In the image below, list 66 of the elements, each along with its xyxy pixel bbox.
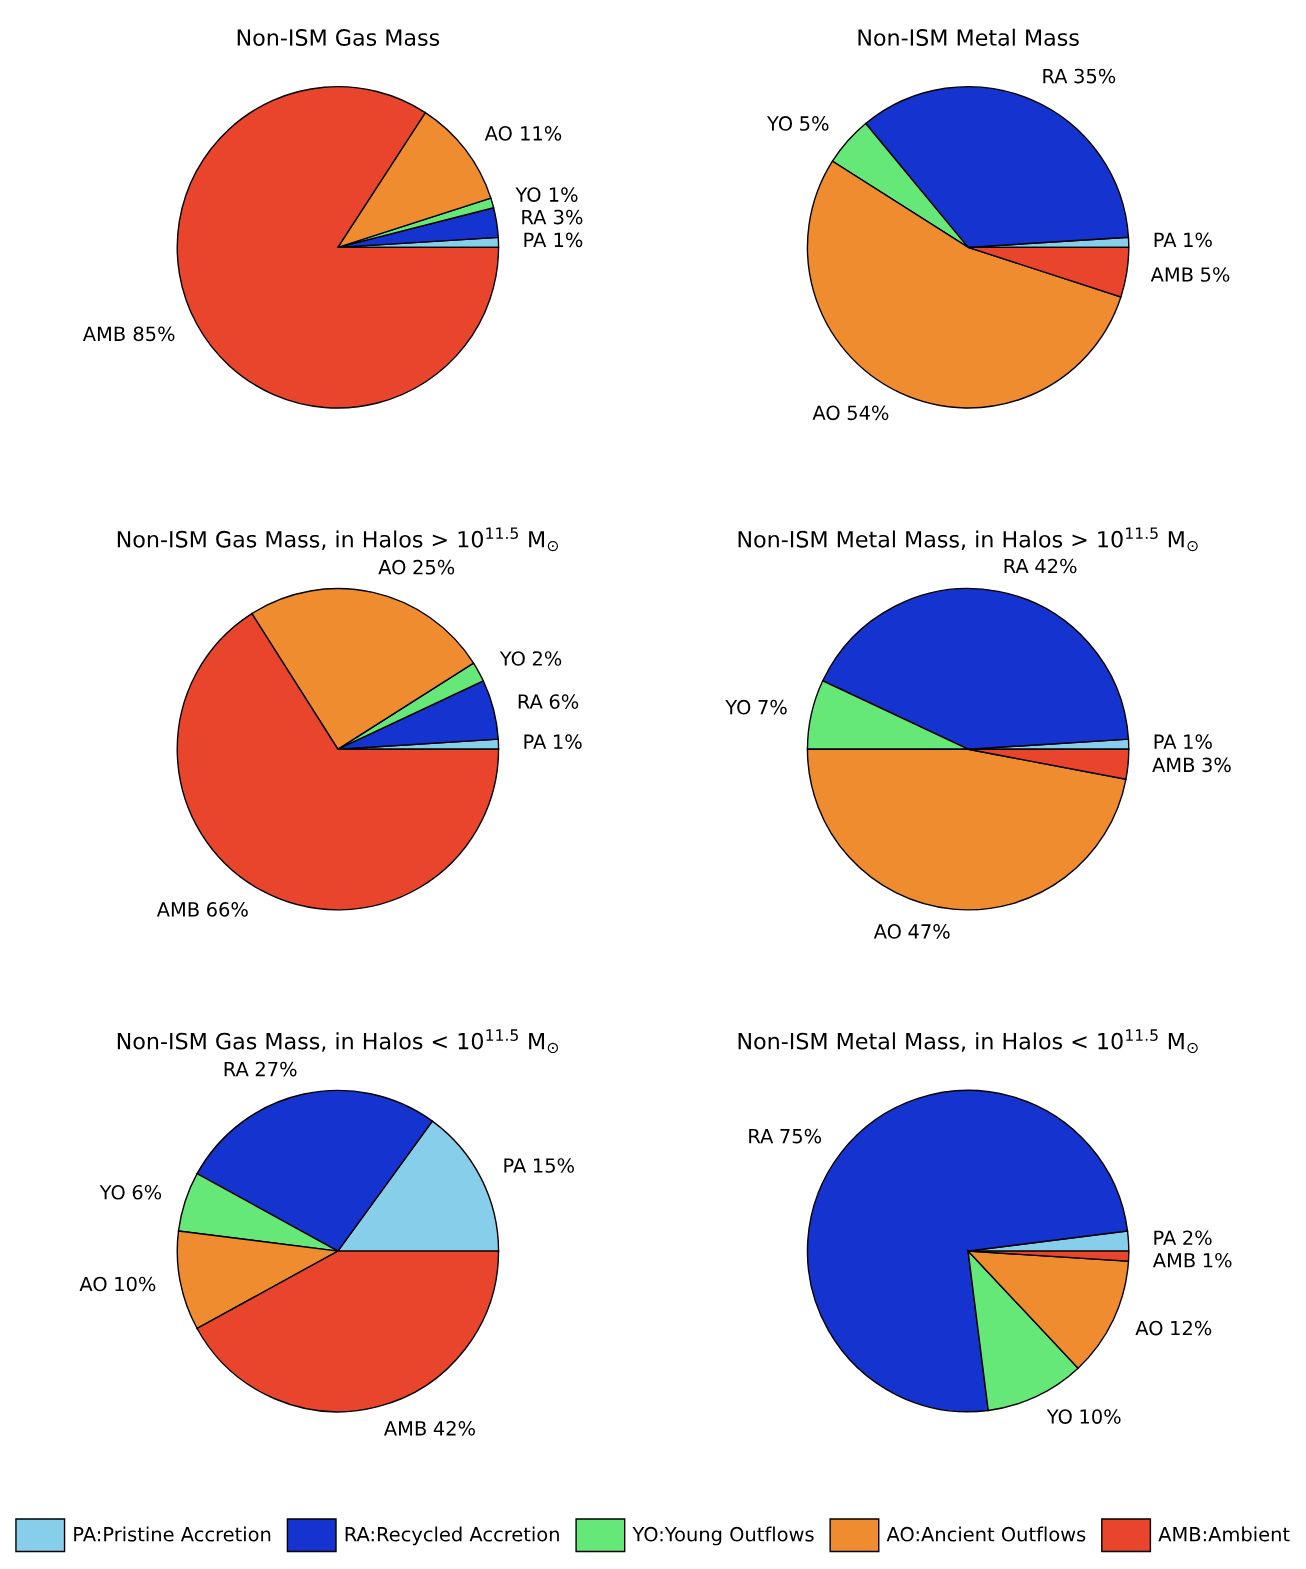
chart-title: Non-ISM Gas Mass, in Halos < 10$^{11.5}$ M$_{⊙}$ [117, 1029, 558, 1054]
data-label: 75% [780, 1128, 822, 1144]
slice-label: PA [1154, 1230, 1177, 1245]
data-label: 7% [758, 699, 787, 715]
slice-label: AMB [1152, 757, 1195, 772]
data-label: 1% [1184, 734, 1212, 750]
slice-label: PA [1154, 232, 1177, 247]
data-label: 27% [255, 1061, 297, 1077]
legend-label: AMB:Ambient [1158, 1526, 1290, 1542]
legend-label: AO:Ancient Outflows [886, 1526, 1086, 1542]
data-label: PA 1% [524, 232, 583, 248]
data-label: 1% [1203, 1252, 1232, 1268]
slice-label: YO [766, 116, 793, 131]
slice-label: PA [504, 1158, 527, 1173]
slice-label: RA [224, 1061, 249, 1077]
data-label: 2% [532, 651, 562, 666]
slice-label: RA [1004, 558, 1029, 574]
slice-label: AO [79, 1276, 107, 1292]
legend-label: PA:Pristine Accretion [74, 1526, 271, 1542]
data-label: 35% [1074, 68, 1116, 84]
slice-label: AMB [383, 1421, 426, 1436]
data-label: 5% [1201, 267, 1230, 282]
data-label: 12% [1171, 1320, 1212, 1336]
slice-label: AO [812, 405, 840, 421]
data-label: AMB 85% [82, 326, 175, 342]
data-label: 10% [115, 1276, 156, 1292]
data-label: 6% [549, 694, 579, 709]
data-label: AO 11% [484, 125, 562, 141]
data-label: 1% [1184, 232, 1212, 248]
slice-label: RA [518, 694, 543, 709]
data-label: RA 3% [522, 209, 583, 225]
data-label: 66% [207, 902, 248, 917]
data-label: 25% [413, 559, 455, 575]
chart-title: Non-ISM Gas Mass, in Halos > 10$^{11.5}$ M$_{⊙}$ [117, 527, 558, 552]
legend-label: YO:Young Outflows [632, 1526, 814, 1546]
slice-label: PA [1154, 734, 1177, 749]
slice-label: RA [749, 1129, 774, 1144]
chart-title: Non-ISM Metal Mass [858, 28, 1079, 46]
slice-label: AO [1135, 1320, 1163, 1336]
slice-label: AO [378, 559, 406, 575]
slice-label: PA [524, 734, 547, 749]
slice-label: AO [873, 924, 901, 939]
data-label: 6% [132, 1184, 162, 1200]
slice-label: YO [1046, 1409, 1072, 1424]
data-label: 10% [1080, 1409, 1121, 1424]
chart-title: Non-ISM Metal Mass, in Halos > 10$^{11.5}$ M$_{⊙}$ [738, 527, 1198, 552]
data-label: YO 1% [515, 187, 578, 202]
legend-label: RA:Recycled Accretion [345, 1526, 559, 1546]
data-label: 5% [800, 116, 829, 131]
data-label: 15% [533, 1158, 574, 1173]
chart-title: Non-ISM Metal Mass, in Halos < 10$^{11.5}$ M$_{⊙}$ [738, 1029, 1198, 1054]
data-label: 42% [433, 1420, 475, 1436]
data-label: 2% [1183, 1230, 1212, 1246]
data-label: 54% [847, 405, 889, 421]
data-label: 42% [1035, 558, 1077, 574]
slice-label: AMB [1150, 267, 1193, 282]
chart-title: Non-ISM Gas Mass [237, 29, 440, 46]
data-label: 3% [1202, 757, 1231, 773]
slice-label: AMB [1152, 1253, 1195, 1268]
data-label: 47% [908, 924, 950, 939]
slice-label: YO [499, 651, 525, 666]
data-label: 1% [554, 734, 582, 750]
slice-label: AMB [156, 902, 199, 917]
slice-label: YO [99, 1184, 125, 1200]
slice-label: YO [725, 699, 751, 715]
slice-label: RA [1043, 68, 1068, 84]
